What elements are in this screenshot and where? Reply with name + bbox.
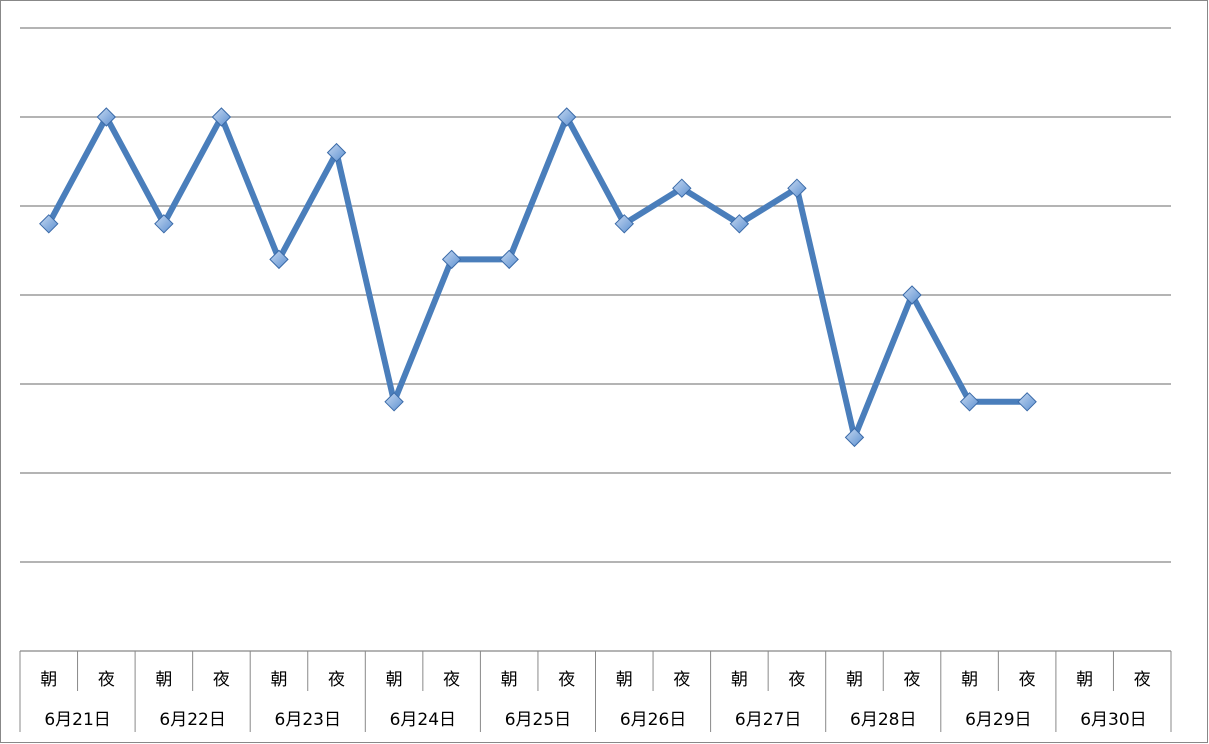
x-tick-label: 朝 <box>155 670 172 690</box>
marker <box>1017 392 1037 412</box>
line <box>46 114 1028 441</box>
x-tick-label: 夜 <box>788 670 805 690</box>
x-tick-label: 夜 <box>1019 670 1036 690</box>
x-tick-label: 夜 <box>558 670 575 690</box>
x-tick-label: 朝 <box>961 670 978 690</box>
x-group-label: 6月29日 <box>965 710 1031 730</box>
x-group-label: 6月27日 <box>735 710 801 730</box>
marker <box>441 249 462 270</box>
marker <box>729 214 750 234</box>
x-group-label: 6月26日 <box>620 710 686 730</box>
x-tick-label: 夜 <box>98 670 115 690</box>
marker <box>902 285 922 305</box>
marker <box>614 214 634 234</box>
marker <box>499 249 519 270</box>
x-tick-label: 朝 <box>40 670 57 690</box>
x-tick-label: 夜 <box>1134 670 1151 690</box>
x-group-label: 6月23日 <box>275 710 341 730</box>
x-tick-label: 朝 <box>731 670 748 690</box>
marker <box>39 214 59 234</box>
x-tick-label: 夜 <box>213 670 230 690</box>
marker <box>154 214 174 234</box>
marker <box>557 107 577 127</box>
marker <box>96 107 117 127</box>
x-tick-label: 朝 <box>270 670 287 690</box>
x-tick-label: 夜 <box>673 670 690 690</box>
x-tick-label: 朝 <box>616 670 633 690</box>
x-group-label: 6月30日 <box>1080 710 1146 730</box>
x-group-label: 6月21日 <box>44 710 110 730</box>
marker <box>787 178 807 198</box>
x-group-label: 6月28日 <box>850 710 916 730</box>
marker <box>326 142 347 163</box>
marker <box>384 392 404 412</box>
x-group-label: 6月25日 <box>505 710 571 730</box>
x-tick-label: 朝 <box>1076 670 1093 690</box>
x-group-label: 6月22日 <box>159 710 225 730</box>
marker <box>844 427 865 448</box>
x-tick-label: 夜 <box>443 670 460 690</box>
x-tick-label: 朝 <box>501 670 518 690</box>
x-tick-label: 朝 <box>386 670 403 690</box>
x-tick-label: 朝 <box>846 670 863 690</box>
marker <box>269 249 289 270</box>
marker <box>959 392 980 412</box>
marker <box>211 107 232 127</box>
x-tick-label: 夜 <box>904 670 921 690</box>
x-tick-label: 夜 <box>328 670 345 690</box>
x-group-label: 6月24日 <box>390 710 456 730</box>
marker <box>672 178 692 198</box>
